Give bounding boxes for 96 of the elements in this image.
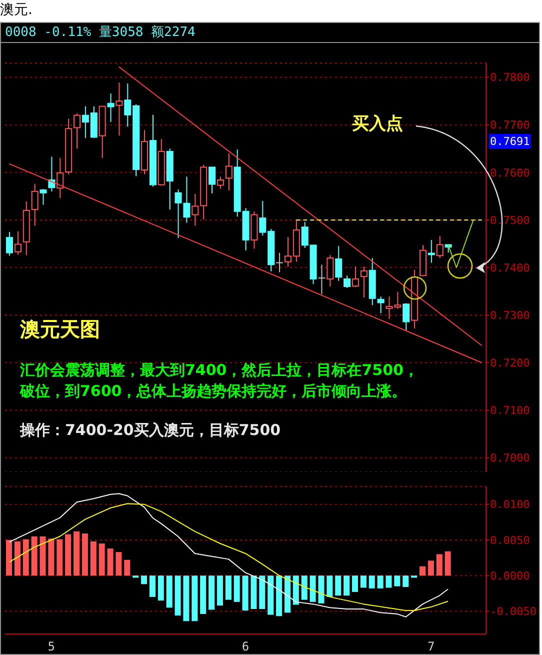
bar [444,551,451,576]
y-tick-label: 0.7200 [490,356,530,370]
bar [386,576,392,588]
candlestick [116,82,123,136]
x-tick-label: 5 [48,640,56,654]
bar [276,576,282,616]
candlestick [276,252,284,273]
bar [360,576,366,588]
bar [259,576,266,610]
bar [344,576,350,596]
candlestick [318,264,326,295]
bar [22,539,29,576]
bar [419,566,426,576]
candlestick [344,275,351,288]
bar [116,552,122,576]
annotation: 买入点 [352,114,403,134]
bar [200,576,206,614]
y-tick-label: -0.0050 [490,605,536,618]
bar [301,576,308,600]
candlestick [208,166,216,194]
bar [335,576,342,596]
candlestick [377,296,384,314]
candlestick [360,266,368,298]
bar [225,576,232,600]
bar [284,576,290,613]
y-tick-label: 0.7100 [490,404,530,418]
bar [141,576,148,584]
bar [183,576,190,622]
annotation: 破位，到7600，总体上扬趋势保持完好，后市倾向上涨。 [20,382,407,400]
bar [65,534,72,576]
candlestick [107,92,114,122]
bar [268,576,274,615]
bar [98,544,105,576]
bar [40,536,46,576]
bar [31,536,38,576]
bar [124,560,130,576]
bar [166,576,172,608]
bar [326,576,333,597]
candlestick [31,183,38,226]
y-tick-label: 0.7300 [490,308,530,322]
bar [402,576,409,587]
x-tick-label: 7 [428,640,435,654]
bar [158,576,164,601]
y-tick-label: 0.0000 [490,569,530,582]
bar [174,576,181,616]
candlestick [326,254,334,288]
bar [14,541,20,576]
annotation: 汇价会震荡调整，最大到7400，然后上拉，目标在7500， [20,361,418,379]
candlestick [402,302,410,331]
candlestick [6,231,13,256]
candlestick [335,246,342,282]
bar [107,548,114,576]
candlestick [352,266,359,288]
bar [234,576,240,602]
bar [377,576,384,588]
candlestick [14,230,22,256]
bar [242,576,248,610]
bar [436,554,442,576]
bar [90,541,96,576]
chart-title: 澳元. [0,1,32,19]
bar [292,576,299,605]
y-tick-label: 0.7800 [490,71,530,84]
bar [48,538,54,576]
candlestick [216,176,224,190]
annotation: 操作：7400-20买入澳元，目标7500 [20,421,281,439]
candlestick [40,188,47,206]
y-tick-label: 0.7600 [490,166,530,180]
bar [318,576,324,604]
candlestick [428,239,435,264]
candlestick [225,152,232,191]
bar [310,576,316,602]
candlestick [56,158,64,199]
y-tick-label: 0.7400 [490,261,530,274]
bar [74,531,80,576]
bar [250,576,257,610]
y-tick-label: 0.7000 [490,452,530,465]
text: 0008 -0.11% 量3058 额2274 [5,25,196,40]
text: 澳元天图 [20,316,100,343]
y-tick-label: 0.7700 [490,118,530,132]
bar [428,560,434,576]
y-tick-label: 0.0050 [490,534,530,547]
text: 0.7691 [489,134,531,149]
bar [352,576,358,592]
bar [82,534,88,576]
bar [394,576,400,586]
y-tick-label: 0.0100 [490,498,530,512]
bar [6,540,12,576]
bar [368,576,375,588]
bar [192,576,198,622]
candlestick [436,236,444,258]
bar [56,539,63,576]
bar [216,576,223,606]
bar [208,576,215,610]
candlestick [74,112,81,150]
x-tick-label: 6 [242,640,250,654]
bar [149,576,156,597]
